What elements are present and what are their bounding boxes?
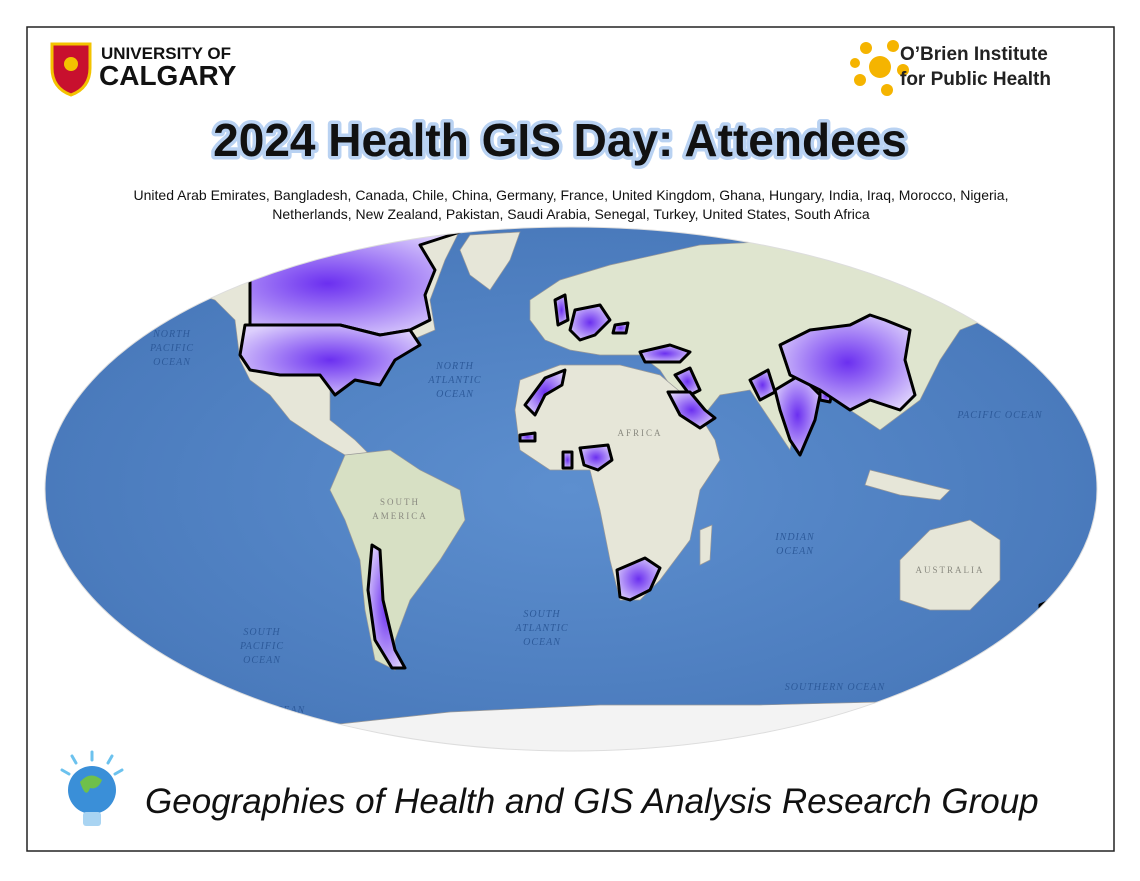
logo-text: CALGARY bbox=[99, 60, 237, 91]
logo-text: UNIVERSITY OF bbox=[101, 44, 231, 63]
land-label: AUSTRALIA bbox=[916, 565, 985, 575]
calgary-logo: UNIVERSITY OF CALGARY bbox=[50, 42, 237, 97]
land-label: AMERICA bbox=[372, 511, 428, 521]
ocean-label: OCEAN bbox=[523, 637, 561, 648]
title: 2024 Health GIS Day: Attendees bbox=[213, 114, 907, 166]
ocean-label: NORTH bbox=[152, 329, 191, 340]
logo-text: O’Brien Institute bbox=[900, 44, 1048, 65]
ocean-label: ATLANTIC bbox=[514, 623, 568, 634]
ocean-label: OCEAN bbox=[153, 357, 191, 368]
country-list: United Arab Emirates, Bangladesh, Canada… bbox=[134, 187, 1009, 203]
ocean-label: SOUTH bbox=[243, 627, 280, 638]
ocean-label: INDIAN bbox=[774, 532, 815, 543]
country-list: Netherlands, New Zealand, Pakistan, Saud… bbox=[272, 206, 870, 222]
ocean-label: ATLANTIC bbox=[427, 375, 481, 386]
logo-text: for Public Health bbox=[900, 69, 1051, 90]
map-edge bbox=[44, 226, 1098, 752]
ocean-label: PACIFIC bbox=[239, 641, 284, 652]
ocean-label: PACIFIC OCEAN bbox=[956, 410, 1043, 421]
bulb-icon bbox=[60, 750, 124, 826]
ocean-label: OCEAN bbox=[776, 546, 814, 557]
land-label: AFRICA bbox=[617, 428, 662, 438]
ocean-label: NORTH bbox=[435, 361, 474, 372]
world-map: NORTH PACIFIC OCEAN NORTH ATLANTIC OCEAN PACIF… bbox=[45, 227, 1097, 751]
obrien-logo: O’Brien Institute for Public Health bbox=[850, 40, 1051, 96]
ocean-label: PACIFIC bbox=[149, 343, 194, 354]
footer: Geographies of Health and GIS Analysis R… bbox=[145, 782, 1039, 821]
ocean-label: OCEAN bbox=[436, 389, 474, 400]
land-label: SOUTH bbox=[380, 497, 420, 507]
ocean-label: SOUTHERN OCEAN bbox=[785, 682, 886, 693]
ocean-label: SOUTH bbox=[523, 609, 560, 620]
ocean-label: OCEAN bbox=[243, 655, 281, 666]
